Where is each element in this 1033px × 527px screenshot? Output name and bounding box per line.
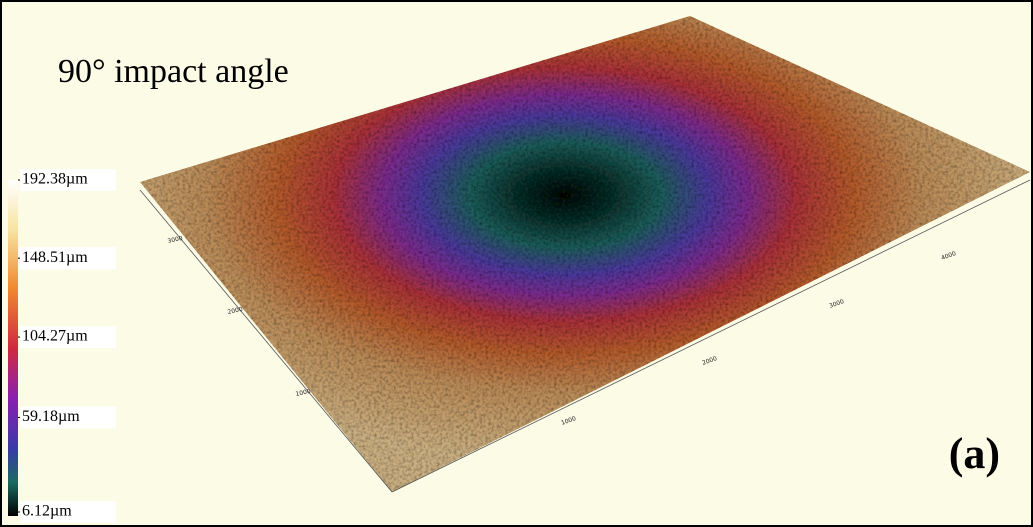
page: {"title": "90° impact angle", "panel_lab… — [0, 0, 1033, 527]
figure: 90° impact angle (a) 192.38µm 148.51µm 104… — [0, 0, 1033, 527]
colorbar-label: 59.18µm — [22, 408, 80, 425]
colorbar-label: 192.38µm — [22, 171, 88, 188]
colorbar-label: 104.27µm — [22, 328, 88, 345]
title: 90° impact angle — [58, 53, 289, 90]
colorbar-label: 6.12µm — [22, 503, 72, 520]
colorbar-label: 148.51µm — [22, 249, 88, 266]
colorbar — [8, 180, 18, 516]
panel-label: (a) — [949, 429, 1000, 478]
